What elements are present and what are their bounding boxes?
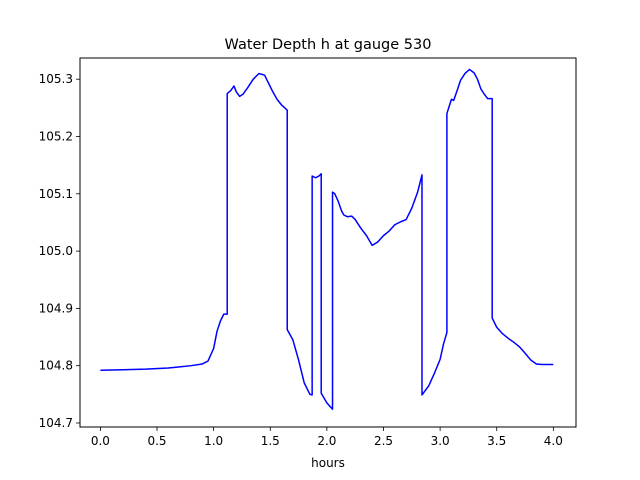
- x-tick-label: 3.5: [487, 434, 506, 448]
- y-tick-label: 104.7: [39, 416, 73, 430]
- x-axis-ticks: 0.0 0.5 1.0 1.5 2.0 2.5 3.0 3.5 4.0: [91, 427, 563, 448]
- x-tick-label: 2.5: [374, 434, 393, 448]
- y-tick-label: 105.2: [39, 129, 73, 143]
- axes-background: [80, 58, 576, 427]
- x-tick-label: 0.5: [147, 434, 166, 448]
- x-tick-label: 1.5: [261, 434, 280, 448]
- y-tick-label: 104.9: [39, 301, 73, 315]
- series-layer: [100, 68, 554, 410]
- y-tick-label: 105.1: [39, 187, 73, 201]
- x-tick-label: 0.0: [91, 434, 110, 448]
- y-axis-ticks: 104.7 104.8 104.9 105.0 105.1 105.2 105.3: [39, 72, 80, 430]
- series-line-0: [100, 68, 554, 410]
- x-tick-label: 3.0: [431, 434, 450, 448]
- x-tick-label: 1.0: [204, 434, 223, 448]
- plot-area: [79, 57, 577, 428]
- y-tick-label: 105.0: [39, 244, 73, 258]
- chart-title: Water Depth h at gauge 530: [225, 37, 432, 53]
- x-tick-label: 2.0: [317, 434, 336, 448]
- y-tick-label: 105.3: [39, 72, 73, 86]
- y-tick-label: 104.8: [39, 359, 73, 373]
- x-tick-label: 4.0: [544, 434, 563, 448]
- x-axis-label: hours: [311, 456, 345, 470]
- axes-frame: [79, 57, 577, 428]
